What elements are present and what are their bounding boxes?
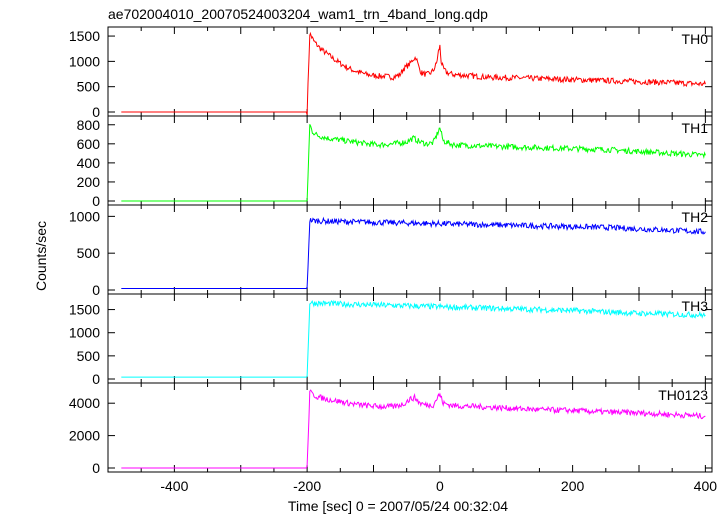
series-label: TH1 <box>682 120 709 136</box>
panel-th2: 0 500 1000 TH2 <box>69 204 713 298</box>
panel-frame <box>107 26 713 117</box>
y-tick-label: 1000 <box>69 53 100 69</box>
y-tick-label: 500 <box>77 79 101 95</box>
series-line-th3 <box>121 299 706 378</box>
series-label: TH2 <box>682 209 709 225</box>
y-tick-label: 1500 <box>69 302 100 318</box>
y-axis-label: Counts/sec <box>33 221 49 291</box>
x-tick-label: 400 <box>694 478 718 494</box>
series-line-th1 <box>121 124 706 202</box>
y-tick-label: 800 <box>77 117 101 133</box>
x-tick-label: 0 <box>436 478 444 494</box>
y-tick-label: 0 <box>92 104 100 120</box>
series-line-th2 <box>121 216 706 289</box>
series-label: TH3 <box>682 298 709 314</box>
panel-th1: 0 200 400 600 800 TH1 <box>77 115 713 209</box>
panel-frame <box>107 382 713 473</box>
y-tick-label: 0 <box>92 193 100 209</box>
y-tick-label: 400 <box>77 155 101 171</box>
y-tick-label: 2000 <box>69 428 100 444</box>
series-label: TH0 <box>682 31 709 47</box>
y-tick-label: 600 <box>77 136 101 152</box>
y-tick-label: 1500 <box>69 28 100 44</box>
y-tick-label: 200 <box>77 174 101 190</box>
series-line-th0123 <box>121 389 706 469</box>
y-tick-label: 1000 <box>69 325 100 341</box>
chart-title: ae702004010_20070524003204_wam1_trn_4ban… <box>108 6 488 22</box>
y-tick-label: 500 <box>77 348 101 364</box>
panel-th3: 0 500 1000 1500 TH3 <box>69 293 713 387</box>
y-tick-label: 4000 <box>69 395 100 411</box>
series-label: TH0123 <box>658 387 708 403</box>
y-tick-label: 1000 <box>69 208 100 224</box>
panel-frame <box>107 204 713 295</box>
y-tick-label: 500 <box>77 245 101 261</box>
x-tick-label: -200 <box>293 478 321 494</box>
panel-th0123: 0 2000 4000 TH0123 <box>69 382 713 476</box>
y-tick-label: 0 <box>92 282 100 298</box>
y-tick-label: 0 <box>92 371 100 387</box>
x-axis-label: Time [sec] 0 = 2007/05/24 00:32:04 <box>288 498 508 514</box>
x-tick-label: 200 <box>561 478 585 494</box>
panels: 0 500 1000 1500 TH0 0 200 400 600 800 TH1 0 500 1000 T… <box>69 26 718 494</box>
x-tick-label: -400 <box>160 478 188 494</box>
y-tick-label: 0 <box>92 460 100 476</box>
series-line-th0 <box>121 31 706 115</box>
panel-th0: 0 500 1000 1500 TH0 <box>69 26 713 120</box>
panel-frame <box>107 115 713 206</box>
